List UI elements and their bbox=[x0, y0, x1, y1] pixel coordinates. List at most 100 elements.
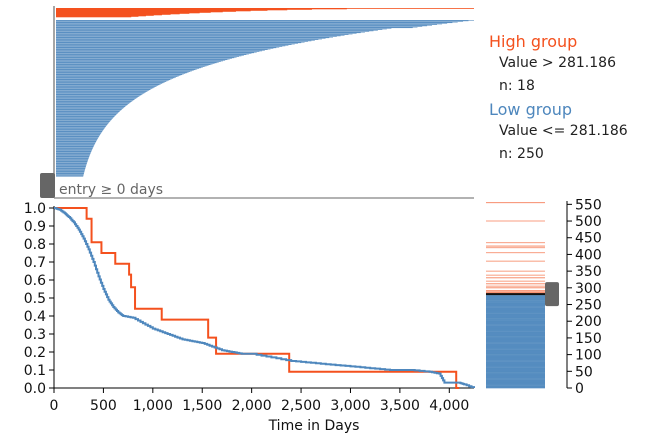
entry-bar-low bbox=[56, 149, 93, 150]
entry-bar-low bbox=[56, 151, 92, 153]
entry-bar-low bbox=[56, 118, 113, 119]
entry-bar-low bbox=[56, 96, 139, 97]
entry-bar-low bbox=[56, 110, 121, 111]
entry-bar-low bbox=[56, 117, 114, 118]
entry-bar-low bbox=[56, 37, 330, 39]
km-y-tick-label: 0.5 bbox=[24, 291, 46, 307]
entry-bar-low bbox=[56, 66, 205, 67]
entry-bar-low bbox=[56, 100, 134, 101]
entry-bar-high bbox=[56, 10, 268, 11]
entry-bar-high bbox=[56, 9, 288, 11]
entry-bar-low bbox=[56, 31, 370, 32]
entry-bar-low bbox=[56, 104, 128, 106]
entry-bar-high bbox=[56, 12, 211, 13]
entry-bar-low bbox=[56, 148, 93, 149]
entry-bar-low bbox=[56, 124, 108, 125]
entry-bar-low bbox=[56, 145, 95, 146]
strip-tick-label: 0 bbox=[575, 381, 584, 397]
entry-bar-low bbox=[56, 26, 418, 28]
entry-bar-high bbox=[56, 8, 347, 10]
entry-bar-low bbox=[56, 40, 315, 41]
km-x-tick-label: 1,000 bbox=[133, 398, 173, 414]
legend-low-title: Low group bbox=[489, 100, 572, 119]
entry-bar-low bbox=[56, 159, 89, 161]
entry-bar-low bbox=[56, 97, 137, 99]
km-x-tick-label: 0 bbox=[50, 398, 59, 414]
entry-bar-low bbox=[56, 25, 428, 27]
entry-bar-low bbox=[56, 68, 200, 69]
entry-bar-low bbox=[56, 162, 88, 163]
entry-bar-low bbox=[56, 97, 138, 98]
entry-bar-low bbox=[56, 132, 102, 133]
entry-slider-handle[interactable] bbox=[40, 173, 55, 198]
entry-bar-low bbox=[56, 80, 169, 81]
entry-bar-low bbox=[56, 89, 150, 91]
entry-bar-low bbox=[56, 168, 86, 170]
entry-bar-low bbox=[56, 39, 319, 40]
entry-bar-low bbox=[56, 171, 85, 173]
entry-bar-low bbox=[56, 115, 116, 116]
strip-tick-label: 450 bbox=[575, 231, 602, 247]
threshold-slider-handle[interactable] bbox=[545, 282, 559, 307]
entry-bar-low bbox=[56, 127, 106, 128]
entry-bar-low bbox=[56, 146, 94, 148]
entry-bar-low bbox=[56, 92, 145, 94]
entry-bar-low bbox=[56, 141, 96, 143]
entry-bar-low bbox=[56, 122, 110, 123]
entry-bar-low bbox=[56, 41, 305, 43]
entry-bar-low bbox=[56, 99, 135, 101]
entry-bar-high bbox=[56, 8, 474, 9]
entry-bar-low bbox=[56, 34, 349, 35]
entry-bar-low bbox=[56, 69, 196, 71]
entry-bar-low bbox=[56, 59, 228, 61]
entry-bar-low bbox=[56, 175, 84, 176]
entry-bars-panel bbox=[53, 6, 474, 198]
legend-low-n: n: 250 bbox=[499, 146, 544, 162]
entry-bar-low bbox=[56, 29, 383, 30]
entry-bar-low bbox=[56, 27, 413, 29]
entry-bar-low bbox=[56, 103, 129, 104]
entry-bar-low bbox=[56, 90, 148, 92]
legend: High group Value > 281.186 n: 18 Low gro… bbox=[489, 32, 628, 162]
entry-bar-low bbox=[56, 160, 88, 161]
entry-bar-low bbox=[56, 63, 213, 65]
strip-tick-label: 150 bbox=[575, 331, 602, 347]
entry-bar-low bbox=[56, 144, 95, 146]
entry-bar-low bbox=[56, 165, 86, 167]
entry-bar-low bbox=[56, 51, 257, 53]
entry-bar-high bbox=[56, 16, 139, 17]
entry-bar-low bbox=[56, 98, 136, 99]
entry-bar-low bbox=[56, 158, 89, 160]
strip-tick-label: 550 bbox=[575, 197, 602, 213]
entry-bar-low bbox=[56, 133, 101, 134]
entry-bar-low bbox=[56, 123, 109, 124]
entry-bar-low bbox=[56, 55, 244, 56]
entry-bar-low bbox=[56, 68, 198, 70]
entry-bar-low bbox=[56, 88, 153, 89]
entry-bar-low bbox=[56, 86, 156, 87]
entry-bar-low bbox=[56, 162, 87, 164]
entry-bar-low bbox=[56, 53, 252, 54]
km-y-tick-label: 1.0 bbox=[24, 201, 46, 217]
entry-bar-low bbox=[56, 26, 423, 27]
entry-bar-low bbox=[56, 43, 298, 44]
entry-bar-low bbox=[56, 122, 109, 124]
entry-bar-low bbox=[56, 75, 181, 76]
strip-tick-label: 350 bbox=[575, 264, 602, 280]
entry-bar-low bbox=[56, 118, 112, 120]
km-x-tick-label: 3,500 bbox=[380, 398, 420, 414]
entry-bar-low bbox=[56, 20, 469, 22]
entry-bar-low bbox=[56, 43, 295, 45]
entry-bar-low bbox=[56, 78, 172, 80]
entry-bar-low bbox=[56, 50, 265, 51]
entry-bar-low bbox=[56, 67, 201, 69]
entry-bar-low bbox=[56, 78, 173, 79]
entry-bar-low bbox=[56, 91, 147, 92]
entry-bar-low bbox=[56, 109, 122, 111]
entry-bar-low bbox=[56, 42, 302, 44]
entry-bar-low bbox=[56, 102, 131, 103]
entry-bar-low bbox=[56, 48, 271, 50]
km-y-tick-label: 0.8 bbox=[24, 237, 46, 253]
entry-bar-low bbox=[56, 139, 98, 140]
